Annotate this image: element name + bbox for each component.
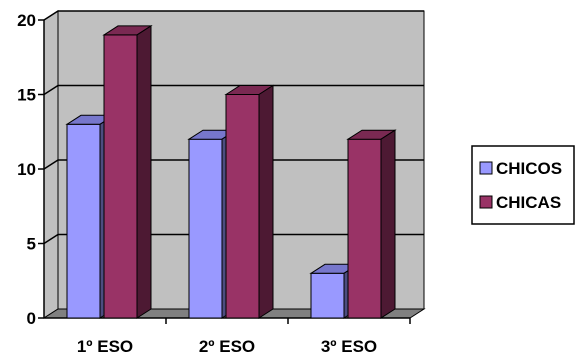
y-tick-label: 0	[27, 309, 36, 328]
y-tick-label: 20	[17, 11, 36, 30]
y-tick-labels: 0 5 10 15 20	[17, 11, 36, 328]
bar-front	[225, 94, 260, 319]
legend-swatch	[479, 195, 493, 209]
y-tick-label: 10	[17, 160, 36, 179]
x-category-label: 2º ESO	[199, 337, 255, 354]
y-tick-label: 5	[27, 235, 36, 254]
grid-line	[43, 84, 424, 96]
y-tick-label: 15	[17, 86, 36, 105]
x-category-label: 1º ESO	[77, 337, 133, 354]
bar-chicas-2	[346, 129, 397, 319]
grid-line	[43, 10, 424, 21]
grid-line	[43, 233, 424, 245]
bar-chicas-0	[102, 24, 153, 319]
bar-side	[258, 84, 274, 319]
legend-swatch	[479, 161, 493, 175]
bar-front	[188, 138, 223, 319]
legend: CHICOS CHICAS	[471, 145, 575, 225]
x-category-label: 3º ESO	[321, 337, 377, 354]
grid-lines	[43, 10, 424, 245]
legend-label: CHICOS	[496, 159, 562, 178]
bar-front	[310, 272, 345, 319]
bar-side	[380, 129, 396, 319]
legend-label: CHICAS	[496, 193, 561, 212]
grid-line	[43, 159, 424, 170]
bar-front	[347, 138, 382, 319]
bar-front	[66, 123, 101, 319]
bar-chicas-1	[224, 84, 275, 319]
legend-box	[471, 145, 575, 225]
bar-side	[136, 24, 152, 319]
x-category-labels: 1º ESO 2º ESO 3º ESO	[77, 337, 377, 354]
bar-front	[103, 34, 138, 319]
bars	[65, 24, 397, 319]
